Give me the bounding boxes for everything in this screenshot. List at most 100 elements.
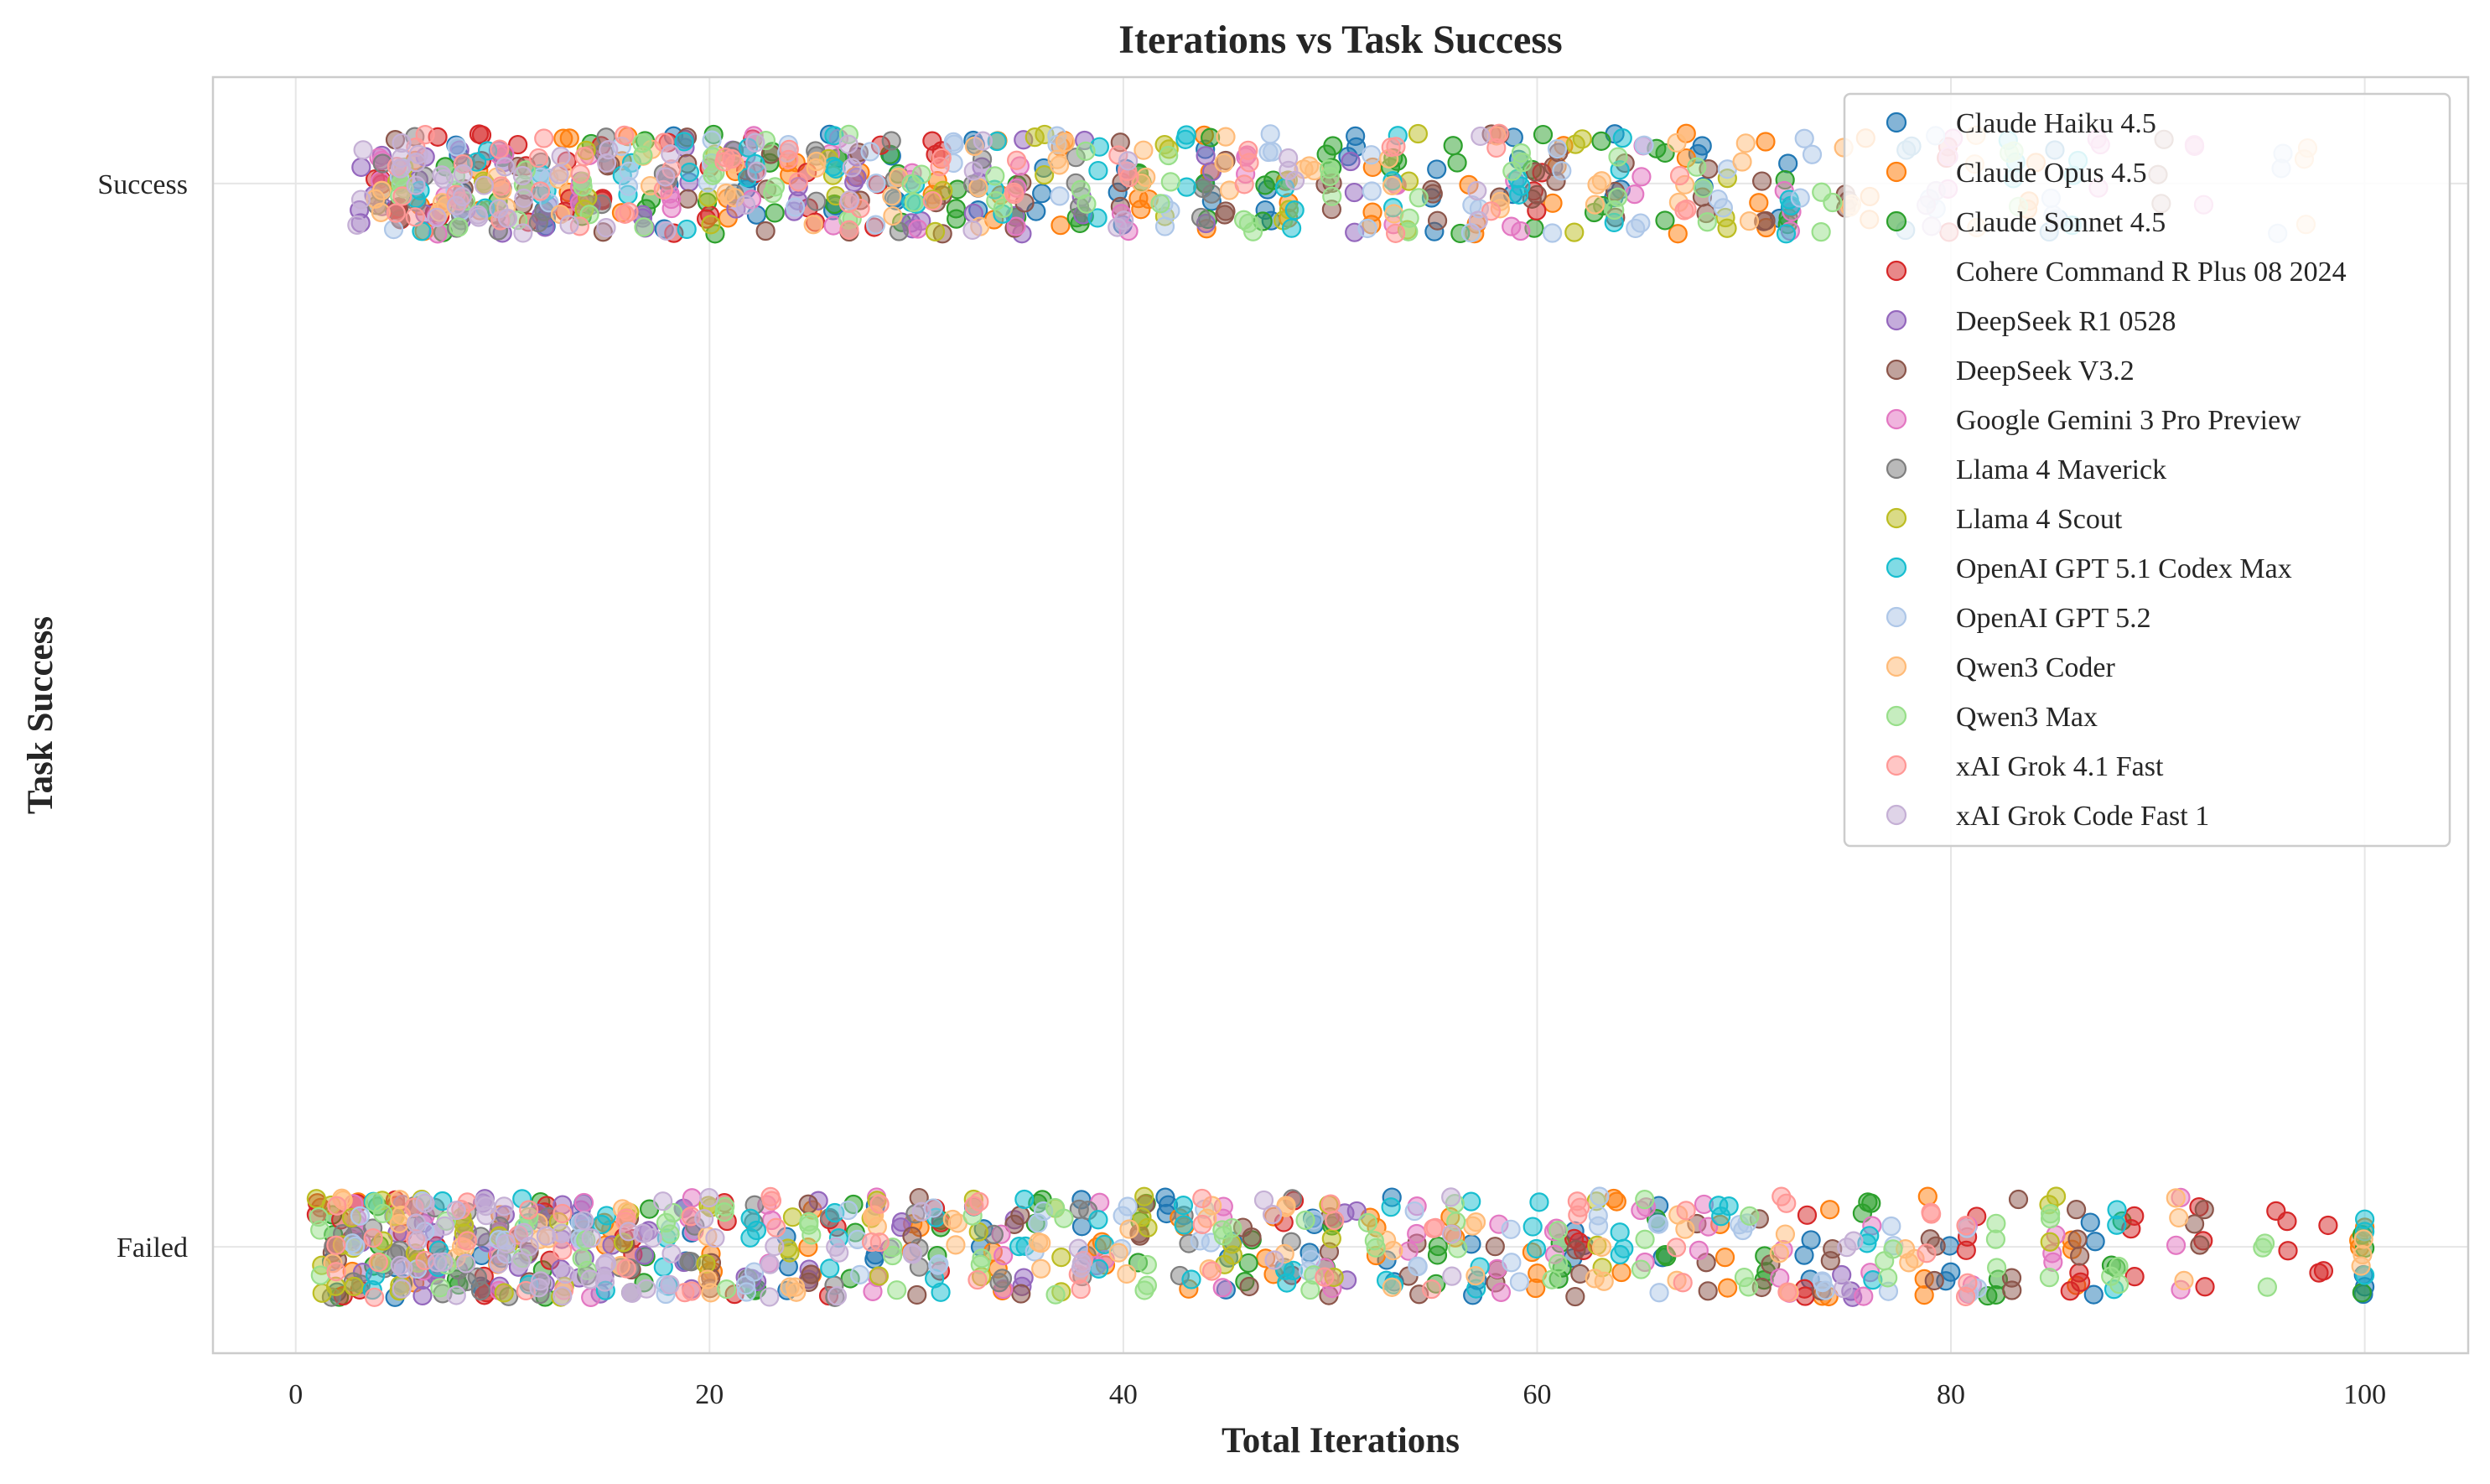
- data-point: [1031, 1233, 1051, 1253]
- data-point: [1649, 1283, 1669, 1303]
- legend: Claude Haiku 4.5 Claude Opus 4.5 Claude So…: [1843, 92, 2451, 848]
- data-point: [747, 161, 767, 181]
- data-point: [865, 215, 886, 235]
- data-point: [519, 1200, 539, 1220]
- data-point: [2083, 1284, 2104, 1305]
- data-point: [1443, 136, 1463, 156]
- data-point: [972, 1248, 992, 1269]
- data-point: [823, 157, 843, 177]
- data-point: [1284, 200, 1305, 221]
- data-point: [490, 139, 510, 159]
- data-point: [1566, 1239, 1586, 1260]
- data-point: [1986, 1284, 2006, 1305]
- data-point: [573, 1192, 594, 1213]
- data-point: [511, 1252, 531, 1272]
- data-point: [427, 207, 447, 228]
- data-point: [798, 1194, 818, 1214]
- data-point: [929, 1254, 949, 1274]
- data-point: [1625, 184, 1645, 205]
- data-point: [351, 157, 371, 178]
- data-point: [993, 1246, 1014, 1266]
- data-point: [869, 1266, 890, 1286]
- data-point: [2109, 1274, 2129, 1295]
- data-point: [2039, 1268, 2060, 1288]
- data-point: [1509, 184, 1529, 205]
- x-tick-label: 80: [1937, 1379, 1965, 1410]
- data-point: [1548, 1253, 1569, 1274]
- data-point: [1193, 178, 1213, 199]
- y-tick-label: Success: [97, 169, 188, 200]
- data-point: [653, 1191, 673, 1212]
- data-point: [392, 1279, 412, 1299]
- data-point: [1777, 1193, 1797, 1213]
- data-point: [552, 1286, 573, 1306]
- data-point: [2190, 1235, 2210, 1255]
- data-point: [1004, 184, 1025, 205]
- data-point: [1820, 1200, 1840, 1220]
- y-tick-labels: Failed Success: [97, 169, 188, 1263]
- data-point: [344, 1276, 364, 1297]
- data-point: [1032, 184, 1052, 204]
- data-point: [407, 1213, 427, 1233]
- data-point: [1260, 124, 1280, 144]
- data-point: [1834, 1279, 1854, 1299]
- data-point: [2046, 1186, 2067, 1206]
- data-point: [1776, 224, 1797, 244]
- data-point: [1590, 1186, 1610, 1206]
- data-point: [513, 223, 533, 243]
- data-point: [1752, 171, 1772, 191]
- data-point: [838, 134, 859, 154]
- data-point: [636, 1279, 656, 1299]
- data-point: [1924, 1270, 1944, 1291]
- data-point: [428, 1253, 448, 1273]
- data-point: [1408, 123, 1429, 144]
- data-point: [412, 1285, 433, 1306]
- data-point: [1526, 1238, 1547, 1259]
- data-point: [489, 1253, 509, 1274]
- data-point: [512, 165, 532, 186]
- data-point: [552, 1240, 573, 1260]
- data-point: [1108, 1243, 1128, 1263]
- data-point: [735, 195, 756, 215]
- data-point: [534, 128, 554, 148]
- legend-marker: [1886, 606, 1907, 628]
- data-point: [1634, 135, 1654, 155]
- data-point: [1669, 165, 1690, 186]
- data-point: [619, 202, 639, 222]
- data-point: [310, 1220, 330, 1240]
- data-point: [908, 219, 928, 239]
- data-point: [1427, 210, 1448, 231]
- data-point: [1591, 171, 1611, 191]
- legend-label: Llama 4 Maverick: [1956, 454, 2166, 485]
- data-point: [363, 1227, 383, 1248]
- data-point: [1239, 1276, 1259, 1297]
- legend-marker: [1886, 507, 1907, 529]
- data-point: [992, 1269, 1013, 1289]
- data-point: [528, 212, 548, 233]
- data-point: [866, 174, 886, 194]
- data-point: [701, 215, 721, 235]
- data-point: [1570, 1197, 1590, 1217]
- data-point: [869, 1194, 890, 1214]
- data-point: [2166, 1235, 2187, 1255]
- data-point: [497, 208, 518, 229]
- legend-marker: [1886, 309, 1907, 331]
- data-point: [2070, 1246, 2090, 1266]
- data-point: [826, 1237, 846, 1257]
- data-point: [1775, 1224, 1796, 1244]
- legend-label: Qwen3 Max: [1956, 702, 2098, 733]
- data-point: [553, 128, 573, 148]
- data-point: [1362, 145, 1382, 165]
- data-point: [1264, 1250, 1284, 1270]
- data-point: [1509, 1272, 1529, 1292]
- data-point: [2002, 1280, 2022, 1300]
- data-point: [353, 140, 373, 160]
- legend-box: [1843, 92, 2451, 848]
- data-point: [1565, 134, 1585, 154]
- data-point: [807, 191, 827, 211]
- legend-label: xAI Grok Code Fast 1: [1956, 801, 2209, 832]
- data-point: [1647, 1214, 1668, 1234]
- data-point: [2040, 1232, 2060, 1252]
- data-point: [740, 1227, 760, 1248]
- data-point: [1525, 162, 1546, 182]
